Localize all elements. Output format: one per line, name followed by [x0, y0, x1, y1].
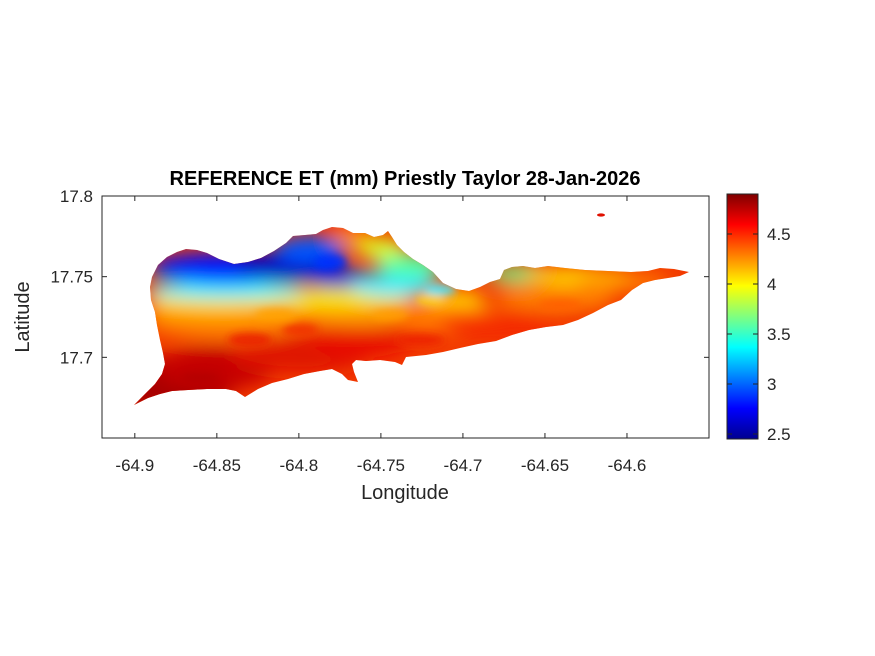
texture-orange-1: [255, 309, 295, 321]
small-islet: [597, 213, 605, 217]
colorbar: 2.5 3 3.5 4 4.5: [726, 193, 791, 444]
x-tick-label: -64.6: [608, 456, 647, 475]
north-cyan-band: [350, 274, 440, 296]
texture-darkred-1: [180, 372, 220, 384]
east-orange-band: [495, 285, 615, 311]
texture-red-3: [395, 334, 445, 346]
west-cyan-band: [145, 281, 305, 299]
colorbar-tick-label: 3: [767, 375, 776, 394]
colorbar-tick-label: 4.5: [767, 225, 791, 244]
texture-cyan-1: [424, 285, 456, 295]
north-yellow-patch: [355, 238, 405, 258]
x-tick-label: -64.65: [521, 456, 569, 475]
colorbar-tick-label: 4: [767, 275, 776, 294]
x-tick-label: -64.75: [357, 456, 405, 475]
texture-red-2: [282, 324, 318, 336]
y-tick-label: 17.7: [60, 348, 93, 367]
x-axis: -64.9 -64.85 -64.8 -64.75 -64.7 -64.65 -64.6: [115, 196, 646, 475]
texture-red-1: [228, 333, 272, 347]
colorbar-bar: [726, 193, 759, 440]
texture-orange-3: [538, 299, 582, 311]
y-tick-label: 17.75: [50, 268, 93, 287]
chart-title: REFERENCE ET (mm) Priestly Taylor 28-Jan…: [170, 168, 641, 190]
far-east-yellow: [590, 271, 630, 281]
x-tick-label: -64.85: [193, 456, 241, 475]
x-tick-label: -64.8: [279, 456, 318, 475]
colorbar-tick-label: 3.5: [767, 325, 791, 344]
east-ridge-yellow: [425, 291, 485, 309]
x-axis-label: Longitude: [361, 482, 449, 504]
central-red-patch: [310, 322, 410, 358]
y-axis: 17.7 17.75 17.8: [50, 187, 709, 367]
colorbar-ticks: 2.5 3 3.5 4 4.5: [727, 225, 791, 444]
texture-blue-1: [314, 255, 346, 269]
colorbar-tick-label: 2.5: [767, 425, 791, 444]
texture-yellow-1: [416, 295, 444, 305]
x-tick-label: -64.7: [444, 456, 483, 475]
x-tick-label: -64.9: [115, 456, 154, 475]
y-tick-label: 17.8: [60, 187, 93, 206]
texture-orange-2: [372, 310, 408, 320]
y-axis-label: Latitude: [12, 281, 34, 352]
